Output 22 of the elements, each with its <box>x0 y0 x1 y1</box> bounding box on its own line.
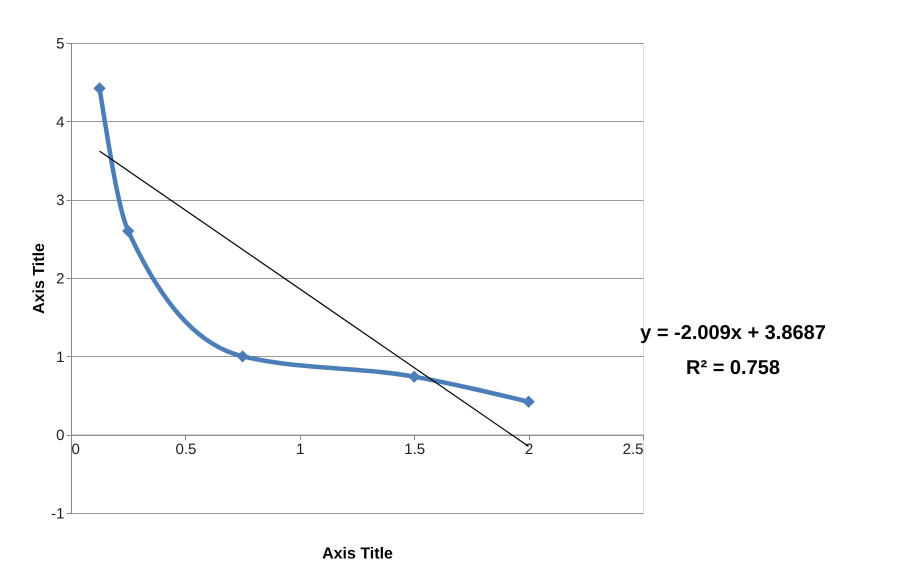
y-tick-label: -1 <box>51 506 64 522</box>
x-tick-label: 1.5 <box>404 441 426 458</box>
x-tick-label: 2.5 <box>622 441 644 458</box>
x-axis-title: Axis Title <box>322 546 394 562</box>
point <box>408 370 420 383</box>
x-tick-label: 2 <box>524 441 534 458</box>
y-tick-label: 0 <box>56 427 64 444</box>
point <box>522 396 535 408</box>
annotation: y = -2.009x + 3.8687 <box>640 322 826 344</box>
y-tick-label: 2 <box>56 270 64 288</box>
y-tick-label: 3 <box>56 192 64 210</box>
point <box>93 82 106 95</box>
y-tick-label: 1 <box>56 348 64 366</box>
text: R² = 0.758 <box>686 357 780 379</box>
y-tick-label: 4 <box>56 114 64 131</box>
point <box>236 350 249 362</box>
point <box>122 224 134 238</box>
x-tick-label: 0.5 <box>175 441 196 458</box>
x-tick-label: 1 <box>296 441 304 458</box>
y-axis-title: Axis Title <box>31 242 48 314</box>
y-tick-label: 5 <box>56 36 64 52</box>
x-tick-label: 0 <box>72 441 80 458</box>
